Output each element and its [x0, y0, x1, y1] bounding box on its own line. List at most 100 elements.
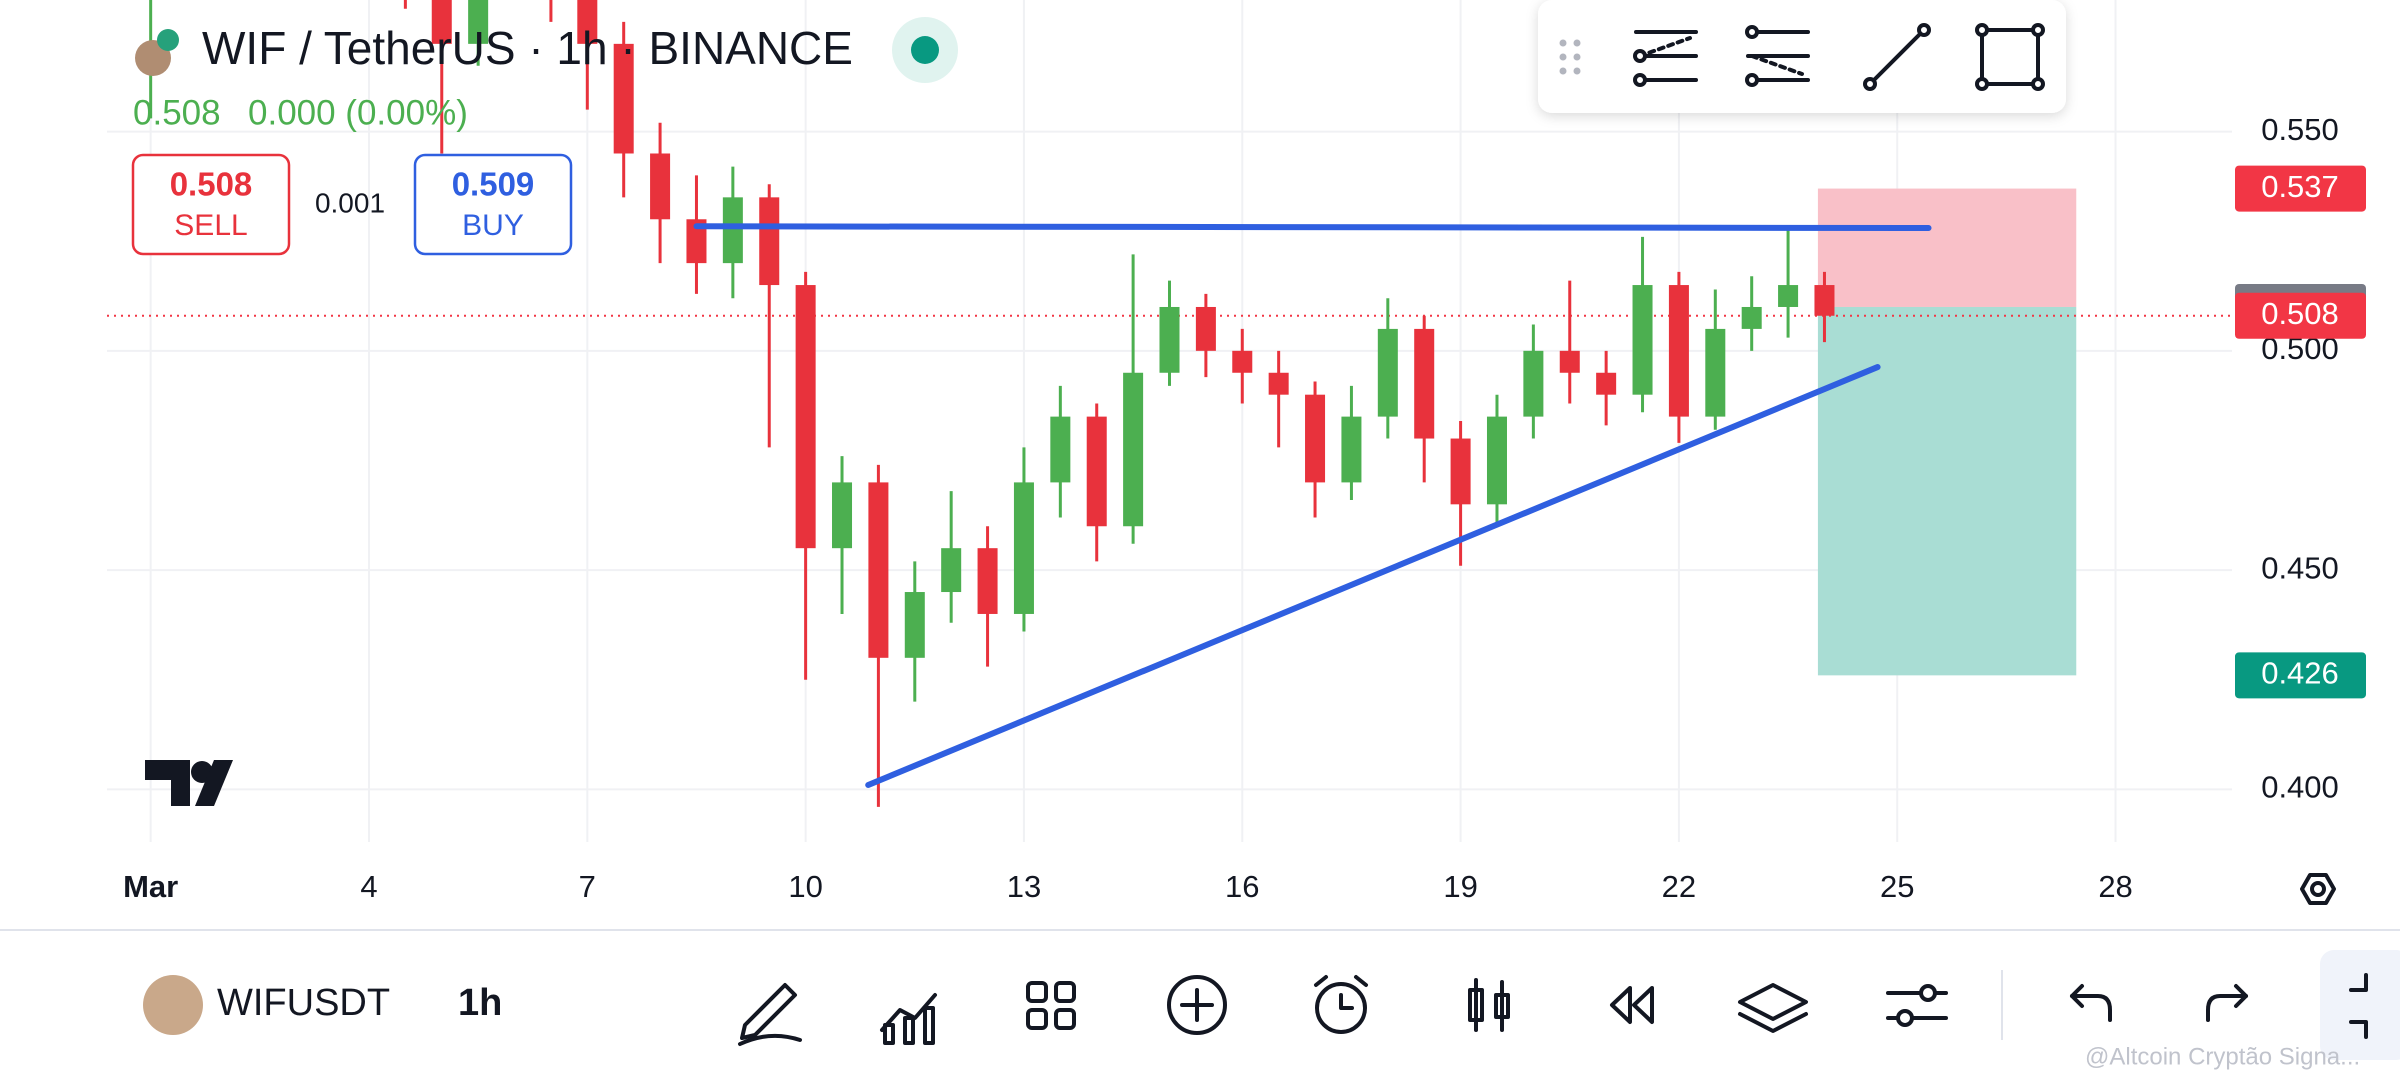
price-label: 0.537: [2261, 169, 2339, 204]
sell-button[interactable]: [131, 153, 291, 256]
candle-body: [977, 548, 998, 614]
candle-body: [795, 285, 816, 549]
candle-body: [1778, 285, 1799, 307]
buy-price: 0.509: [452, 166, 535, 203]
candle-body: [1159, 306, 1180, 373]
candle-body: [1195, 306, 1216, 351]
axes: Mar 4 7 10 13 16 19 22 25 280.4000.4500.5000.5500…: [123, 112, 2366, 904]
price-label-bg: [2235, 165, 2366, 212]
candle-body: [431, 0, 452, 44]
candle-body: [868, 482, 889, 658]
candle-body: [1741, 306, 1762, 329]
layers-button[interactable]: [1738, 983, 1808, 1033]
candle-body: [832, 482, 853, 549]
candle-body: [1668, 285, 1689, 417]
candle-body: [613, 43, 634, 154]
position-stop-zone: [1817, 188, 2077, 307]
chart-type-button[interactable]: [1468, 978, 1510, 1032]
replay-button[interactable]: [1610, 986, 1654, 1024]
candle-body: [759, 197, 780, 286]
candle-body: [1523, 350, 1544, 417]
tool-short[interactable]: [1745, 25, 1810, 87]
x-tick-label: 22: [1662, 869, 1696, 904]
candle-body: [1414, 328, 1435, 439]
redo-button[interactable]: [2206, 984, 2248, 1022]
x-tick-label: 13: [1007, 869, 1041, 904]
sell-price: 0.508: [170, 166, 253, 203]
candle-body: [1013, 482, 1034, 614]
candle-body: [1086, 416, 1107, 527]
trend-line: [693, 223, 1932, 232]
settings-button[interactable]: [1886, 984, 1948, 1027]
draw-button[interactable]: [738, 983, 802, 1046]
drag-handle[interactable]: [1559, 39, 1581, 75]
candle-body: [941, 548, 962, 593]
candle-body: [577, 0, 598, 44]
x-tick-label: 4: [360, 869, 377, 904]
price-label-bg: [2235, 652, 2366, 699]
candle-body: [1559, 350, 1580, 373]
candle-body: [1632, 285, 1653, 395]
x-tick-label: 19: [1443, 869, 1477, 904]
x-tick-label: 25: [1880, 869, 1914, 904]
candle-body: [1123, 372, 1144, 527]
symbol-avatar[interactable]: [143, 975, 203, 1035]
candle-body: [1705, 328, 1726, 417]
layouts-button[interactable]: [1026, 981, 1076, 1030]
y-tick-label: 0.400: [2261, 770, 2339, 805]
fullscreen-button[interactable]: [2320, 950, 2400, 1060]
position-target-zone: [1817, 306, 2077, 676]
sell-label: SELL: [174, 209, 247, 242]
candle-body: [1050, 416, 1071, 483]
axis-settings[interactable]: [2300, 873, 2336, 905]
buy-label: BUY: [462, 209, 524, 242]
alert-button[interactable]: [1314, 975, 1368, 1034]
market-status-dot: [911, 36, 939, 64]
tether-badge: [157, 29, 179, 51]
add-button[interactable]: [1167, 975, 1227, 1035]
buy-button[interactable]: [413, 153, 573, 256]
candle-body: [468, 0, 489, 44]
candle-body: [1341, 416, 1362, 483]
tool-rectangle[interactable]: [1975, 23, 2045, 91]
fullscreen-icon: [2349, 973, 2368, 1039]
candle-body: [686, 219, 707, 264]
candle-body: [722, 197, 743, 264]
x-tick-label: 10: [788, 869, 822, 904]
candle-body: [1377, 328, 1398, 417]
symbol[interactable]: WIFUSDT: [217, 982, 390, 1024]
trend-line: [865, 364, 1881, 788]
spread: 0.001: [315, 187, 385, 218]
x-tick-label: Mar: [123, 869, 178, 904]
tradingview-logo: [145, 760, 233, 806]
plot-area: [107, 0, 2230, 807]
candle-body: [650, 153, 671, 220]
last-price: 0.508: [133, 93, 221, 132]
indicators-button[interactable]: [880, 993, 937, 1045]
candle-body: [1486, 416, 1507, 505]
undo-button[interactable]: [2070, 984, 2112, 1022]
x-tick-label: 16: [1225, 869, 1259, 904]
watermark: @Altcoin Cryptão Signa...: [2085, 1043, 2360, 1070]
tool-trend-line[interactable]: [1863, 23, 1931, 91]
y-tick-label: 0.550: [2261, 112, 2339, 147]
tool-long[interactable]: [1633, 30, 1698, 87]
price-change: 0.000 (0.00%): [248, 93, 468, 132]
candle-body: [904, 592, 925, 658]
candle-body: [1814, 285, 1835, 316]
interval[interactable]: 1h: [458, 982, 502, 1024]
x-tick-label: 28: [2098, 869, 2132, 904]
candle-body: [1596, 372, 1617, 395]
candle-body: [1450, 438, 1471, 505]
y-tick-label: 0.450: [2261, 550, 2339, 585]
candle-body: [1305, 394, 1326, 483]
symbol-title[interactable]: WIF / TetherUS · 1h · BINANCE: [202, 22, 853, 74]
price-label: 0.426: [2261, 656, 2339, 691]
x-tick-label: 7: [579, 869, 596, 904]
price-label: 0.508: [2261, 296, 2339, 331]
candle-body: [1232, 350, 1253, 373]
candle-body: [1268, 372, 1289, 395]
price-label-bg: [2235, 292, 2366, 339]
